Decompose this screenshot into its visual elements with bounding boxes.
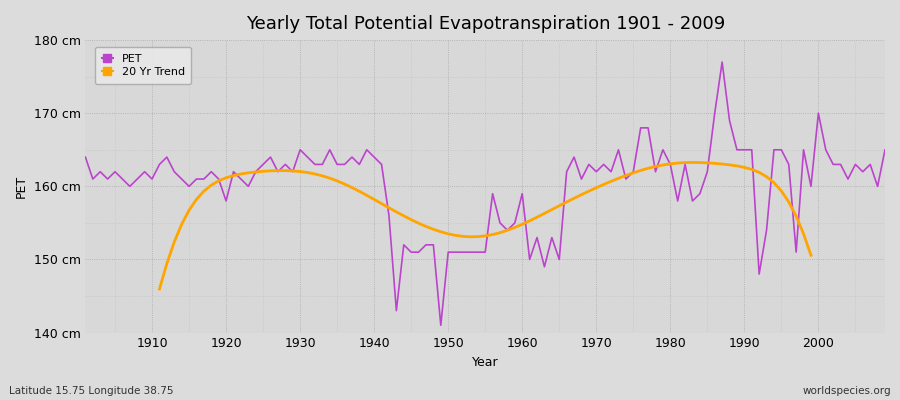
- Text: Latitude 15.75 Longitude 38.75: Latitude 15.75 Longitude 38.75: [9, 386, 174, 396]
- X-axis label: Year: Year: [472, 356, 499, 369]
- Y-axis label: PET: PET: [15, 175, 28, 198]
- Text: worldspecies.org: worldspecies.org: [803, 386, 891, 396]
- Legend: PET, 20 Yr Trend: PET, 20 Yr Trend: [95, 47, 192, 84]
- Title: Yearly Total Potential Evapotranspiration 1901 - 2009: Yearly Total Potential Evapotranspiratio…: [246, 15, 724, 33]
